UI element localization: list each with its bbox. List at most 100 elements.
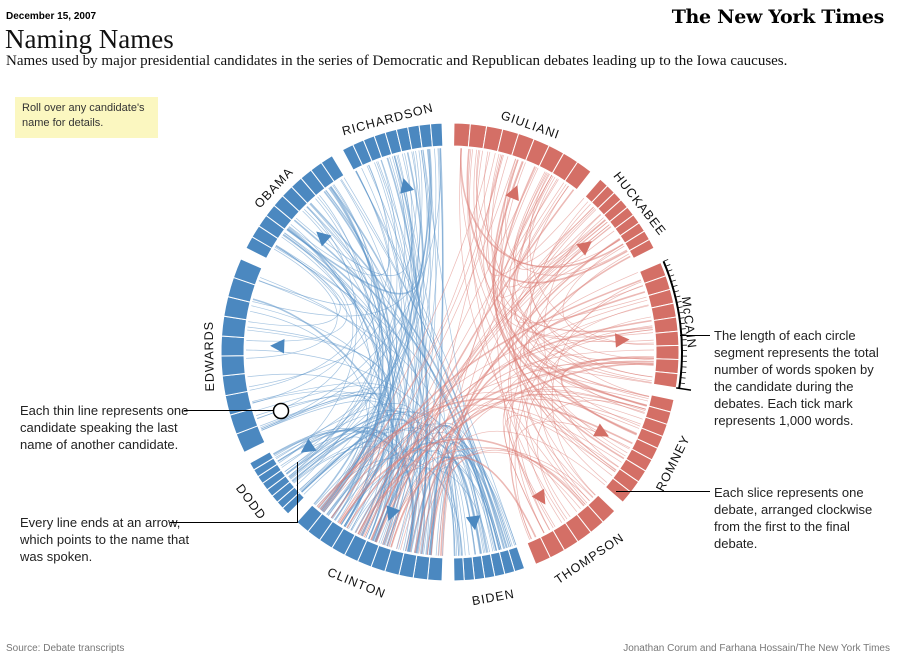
note-segment-length: The length of each circle segment repres… (714, 328, 879, 428)
reference-line (248, 170, 392, 388)
reference-line (246, 248, 338, 359)
edwards-callout-circle (272, 402, 290, 420)
tick-mark (674, 290, 680, 293)
candidate-label-biden[interactable]: BIDEN (471, 587, 516, 608)
debate-slice-biden[interactable] (462, 556, 476, 582)
note-segment-leader (680, 335, 710, 336)
reference-line (475, 150, 653, 332)
reference-line (459, 148, 586, 505)
reference-line (247, 326, 396, 527)
reference-line (500, 166, 647, 407)
reference-line (278, 206, 357, 464)
debate-slice-obama[interactable] (320, 155, 345, 183)
tick-arc (662, 260, 683, 389)
tick-mark (678, 311, 684, 314)
reference-line (249, 184, 372, 391)
debate-slice-thompson[interactable] (526, 536, 552, 565)
source: Source: Debate transcripts (6, 643, 125, 654)
debate-slice-edwards[interactable] (221, 372, 249, 397)
reference-line (346, 360, 654, 529)
arrow-head-romney (593, 423, 609, 437)
reference-line (519, 201, 589, 518)
tick-mark (670, 279, 676, 282)
reference-line (257, 233, 354, 420)
debate-slice-edwards[interactable] (220, 335, 246, 357)
reference-line (317, 398, 633, 509)
arrow-head-richardson (400, 178, 415, 194)
nyt-logo[interactable]: The New York Times (671, 6, 885, 28)
reference-line (288, 184, 381, 478)
reference-line (363, 226, 611, 538)
page-subtitle: Names used by major presidential candida… (6, 53, 788, 69)
date: December 15, 2007 (6, 11, 97, 22)
tick-mark (675, 295, 681, 298)
reference-line (389, 148, 440, 547)
tick-mark (665, 264, 671, 267)
candidate-label-clinton[interactable]: CLINTON (325, 565, 387, 601)
reference-line (333, 448, 456, 556)
debate-slice-mccain[interactable] (654, 330, 680, 347)
debate-slice-romney[interactable] (604, 477, 632, 503)
reference-line (421, 349, 654, 555)
reference-line (517, 185, 621, 288)
reference-line (301, 415, 394, 516)
reference-line (337, 158, 516, 523)
arrow-head-giuliani (505, 185, 519, 201)
debate-slice-mccain[interactable] (652, 370, 679, 389)
reference-line (355, 171, 510, 548)
reference-line (338, 404, 616, 524)
reference-line (350, 432, 517, 546)
reference-line (256, 391, 376, 491)
reference-line (252, 149, 428, 317)
reference-line (514, 285, 643, 540)
note-slice: Each slice represents one debate, arrang… (714, 485, 873, 551)
reference-line (383, 452, 590, 546)
tick-mark (680, 322, 686, 325)
debate-slice-huckabee[interactable] (628, 238, 655, 260)
note-slice-leader (616, 491, 710, 492)
reference-line (358, 167, 537, 535)
tick-mark (663, 259, 669, 262)
reference-line (491, 154, 608, 483)
note-arrow: Every line ends at an arrow, which point… (20, 515, 190, 564)
tick-mark (679, 382, 685, 384)
reference-line (252, 390, 383, 527)
reference-line (522, 226, 654, 366)
debate-slice-dodd[interactable] (249, 451, 275, 471)
reference-line (275, 245, 385, 536)
reference-line (400, 430, 606, 550)
debate-slice-giuliani[interactable] (453, 122, 471, 148)
reference-line (386, 362, 654, 547)
debate-slice-biden[interactable] (453, 557, 465, 582)
reference-line (303, 209, 391, 531)
note-thin-line-leader (184, 410, 274, 411)
reference-line (362, 329, 653, 537)
arrow-head-dodd (300, 438, 317, 453)
reference-line (537, 400, 646, 520)
debate-slice-mccain[interactable] (655, 344, 680, 361)
arrow-head-huckabee (576, 241, 592, 256)
reference-line (252, 164, 390, 404)
reference-line (409, 175, 553, 553)
reference-line (315, 198, 380, 528)
reference-line (330, 279, 642, 519)
reference-line (340, 424, 458, 556)
debate-slice-giuliani[interactable] (564, 161, 592, 191)
candidate-label-edwards[interactable]: EDWARDS (202, 321, 217, 392)
tick-mark (669, 274, 675, 277)
reference-line (526, 386, 649, 498)
reference-line (437, 209, 597, 556)
tick-mark (677, 306, 683, 309)
reference-line (515, 304, 649, 534)
debate-slice-edwards[interactable] (220, 355, 246, 377)
arrow-head-clinton (386, 505, 401, 522)
candidate-label-mccain[interactable]: McCAIN (679, 296, 699, 350)
reference-line (286, 152, 424, 295)
reference-line (375, 255, 631, 543)
debate-slice-richardson[interactable] (429, 122, 444, 148)
debate-slice-edwards[interactable] (232, 258, 263, 286)
reference-line (261, 400, 398, 537)
candidate-label-dodd[interactable]: DODD (233, 482, 269, 523)
reference-line (252, 298, 414, 552)
